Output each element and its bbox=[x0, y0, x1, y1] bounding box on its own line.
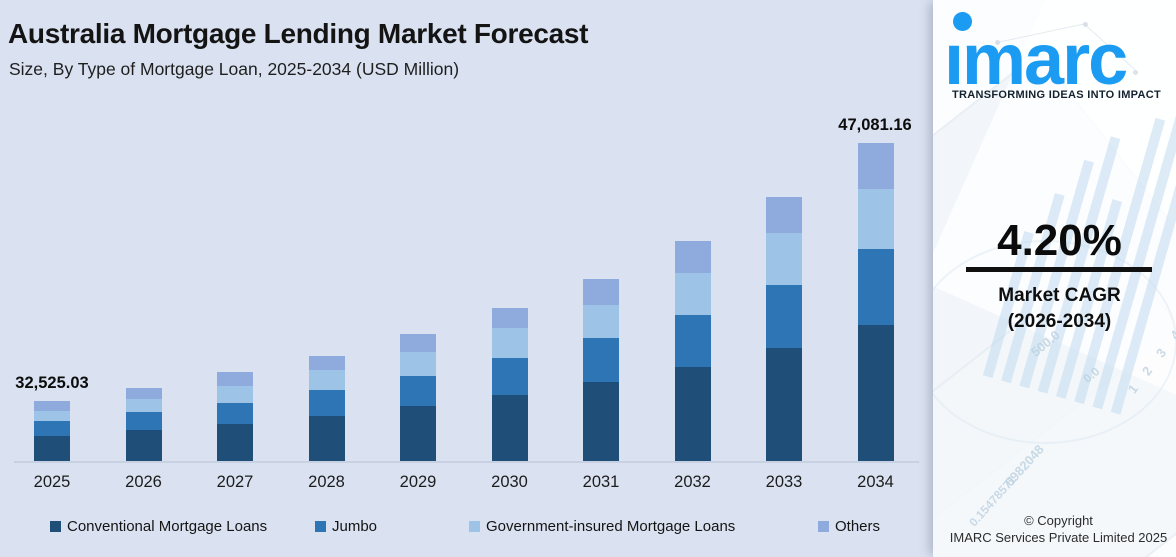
x-label-2031: 2031 bbox=[582, 473, 620, 491]
watermark-number: 1 2 3 4 bbox=[1124, 322, 1176, 397]
copyright-line2: IMARC Services Private Limited 2025 bbox=[949, 530, 1168, 545]
bar-segment-2034-others bbox=[857, 143, 894, 189]
bar-segment-2033-conventional-mortgage-loans bbox=[766, 348, 802, 461]
bar-segment-2027-government-insured-mortgage-loans bbox=[217, 386, 253, 403]
data-label-2025: 32,525.03 bbox=[15, 374, 89, 392]
data-label-2034: 47,081.16 bbox=[838, 116, 912, 134]
x-label-2026: 2026 bbox=[125, 473, 162, 491]
bar-segment-2030-conventional-mortgage-loans bbox=[491, 395, 528, 461]
bar-segment-2031-government-insured-mortgage-loans bbox=[583, 305, 619, 338]
bar-segment-2026-jumbo bbox=[125, 412, 162, 430]
bar-segment-2025-jumbo bbox=[34, 421, 70, 436]
bar-segment-2026-others bbox=[125, 388, 162, 399]
bar-segment-2031-others bbox=[583, 279, 619, 305]
legend-label: Others bbox=[835, 518, 881, 535]
x-label-2029: 2029 bbox=[399, 473, 437, 491]
legend-swatch-icon bbox=[818, 521, 829, 532]
brand-panel: 500.0 0.0 1 2 3 4 6982048 0.15478571 ıma… bbox=[933, 0, 1176, 557]
legend-label: Government-insured Mortgage Loans bbox=[486, 518, 736, 535]
legend-swatch-icon bbox=[469, 521, 480, 532]
bar-segment-2029-conventional-mortgage-loans bbox=[400, 406, 436, 461]
bar-segment-2031-jumbo bbox=[583, 338, 619, 382]
imarc-tagline: TRANSFORMING IDEAS INTO IMPACT bbox=[951, 89, 1162, 101]
bar-segment-2028-others bbox=[308, 356, 345, 370]
decorative-node-dot bbox=[1133, 70, 1138, 75]
bar-segment-2032-others bbox=[674, 241, 711, 273]
imarc-logo-dot-icon bbox=[953, 12, 972, 31]
legend: Conventional Mortgage Loans Jumbo Governme… bbox=[0, 518, 933, 544]
bar-segment-2028-jumbo bbox=[308, 390, 345, 416]
x-label-2030: 2030 bbox=[491, 473, 528, 491]
x-label-2032: 2032 bbox=[674, 473, 711, 491]
cagr-period: (2026-2034) bbox=[1007, 311, 1112, 332]
cagr-value: 4.20% bbox=[997, 216, 1122, 265]
bar-segment-2029-jumbo bbox=[400, 376, 436, 406]
legend-label: Jumbo bbox=[332, 518, 378, 535]
chart-title: Australia Mortgage Lending Market Foreca… bbox=[8, 18, 589, 49]
legend-item-conventional-mortgage-loans: Conventional Mortgage Loans bbox=[50, 518, 267, 535]
bar-segment-2033-jumbo bbox=[766, 285, 802, 348]
bar-segment-2026-conventional-mortgage-loans bbox=[125, 430, 162, 461]
bar-segment-2034-government-insured-mortgage-loans bbox=[857, 189, 894, 249]
chart-subtitle: Size, By Type of Mortgage Loan, 2025-203… bbox=[9, 59, 460, 79]
copyright-line1: © Copyright bbox=[1024, 513, 1093, 528]
bar-segment-2025-others bbox=[34, 401, 70, 411]
watermark-number: 6982048 bbox=[1001, 441, 1047, 490]
bar-segment-2026-government-insured-mortgage-loans bbox=[125, 399, 162, 412]
bar-segment-2033-government-insured-mortgage-loans bbox=[766, 233, 802, 285]
bar-segment-2030-others bbox=[491, 308, 528, 328]
bar-segment-2027-conventional-mortgage-loans bbox=[217, 424, 253, 461]
bar-segment-2032-conventional-mortgage-loans bbox=[674, 367, 711, 461]
x-label-2027: 2027 bbox=[216, 473, 254, 491]
x-label-2028: 2028 bbox=[308, 473, 345, 491]
bar-segment-2025-government-insured-mortgage-loans bbox=[34, 411, 70, 421]
bar-segment-2032-jumbo bbox=[674, 315, 711, 367]
bar-segment-2025-conventional-mortgage-loans bbox=[34, 436, 70, 461]
chart-panel: Australia Mortgage Lending Market Foreca… bbox=[0, 0, 933, 557]
cagr-label: Market CAGR bbox=[998, 285, 1121, 306]
bar-segment-2029-others bbox=[400, 334, 436, 352]
bar-segment-2034-jumbo bbox=[857, 249, 894, 325]
legend-swatch-icon bbox=[315, 521, 326, 532]
legend-item-jumbo: Jumbo bbox=[315, 518, 377, 535]
cagr-divider bbox=[966, 267, 1152, 272]
imarc-logo: ımarc bbox=[944, 20, 1128, 100]
bar-segment-2027-others bbox=[217, 372, 253, 386]
plot-area: 2025 2026 2027 2028 2029 2030 2031 2032 2033 2034… bbox=[14, 116, 919, 491]
x-label-2034: 2034 bbox=[857, 473, 894, 491]
bar-segment-2030-jumbo bbox=[491, 358, 528, 395]
x-label-2025: 2025 bbox=[33, 473, 71, 491]
bar-segment-2029-government-insured-mortgage-loans bbox=[400, 352, 436, 376]
bar-segment-2027-jumbo bbox=[217, 403, 253, 424]
bar-segment-2033-others bbox=[766, 197, 802, 233]
x-label-2033: 2033 bbox=[765, 473, 803, 491]
legend-label: Conventional Mortgage Loans bbox=[67, 518, 268, 535]
legend-item-government-insured-mortgage-loans: Government-insured Mortgage Loans bbox=[469, 518, 735, 535]
bar-segment-2030-government-insured-mortgage-loans bbox=[491, 328, 528, 358]
x-axis-line bbox=[14, 461, 919, 463]
watermark-number: 0.0 bbox=[1080, 364, 1103, 386]
bar-segment-2031-conventional-mortgage-loans bbox=[583, 382, 619, 461]
bar-segment-2034-conventional-mortgage-loans bbox=[857, 325, 894, 461]
legend-swatch-icon bbox=[50, 521, 61, 532]
bar-segment-2028-conventional-mortgage-loans bbox=[308, 416, 345, 461]
bar-segment-2032-government-insured-mortgage-loans bbox=[674, 273, 711, 315]
bar-segment-2028-government-insured-mortgage-loans bbox=[308, 370, 345, 390]
legend-item-others: Others bbox=[818, 518, 880, 535]
